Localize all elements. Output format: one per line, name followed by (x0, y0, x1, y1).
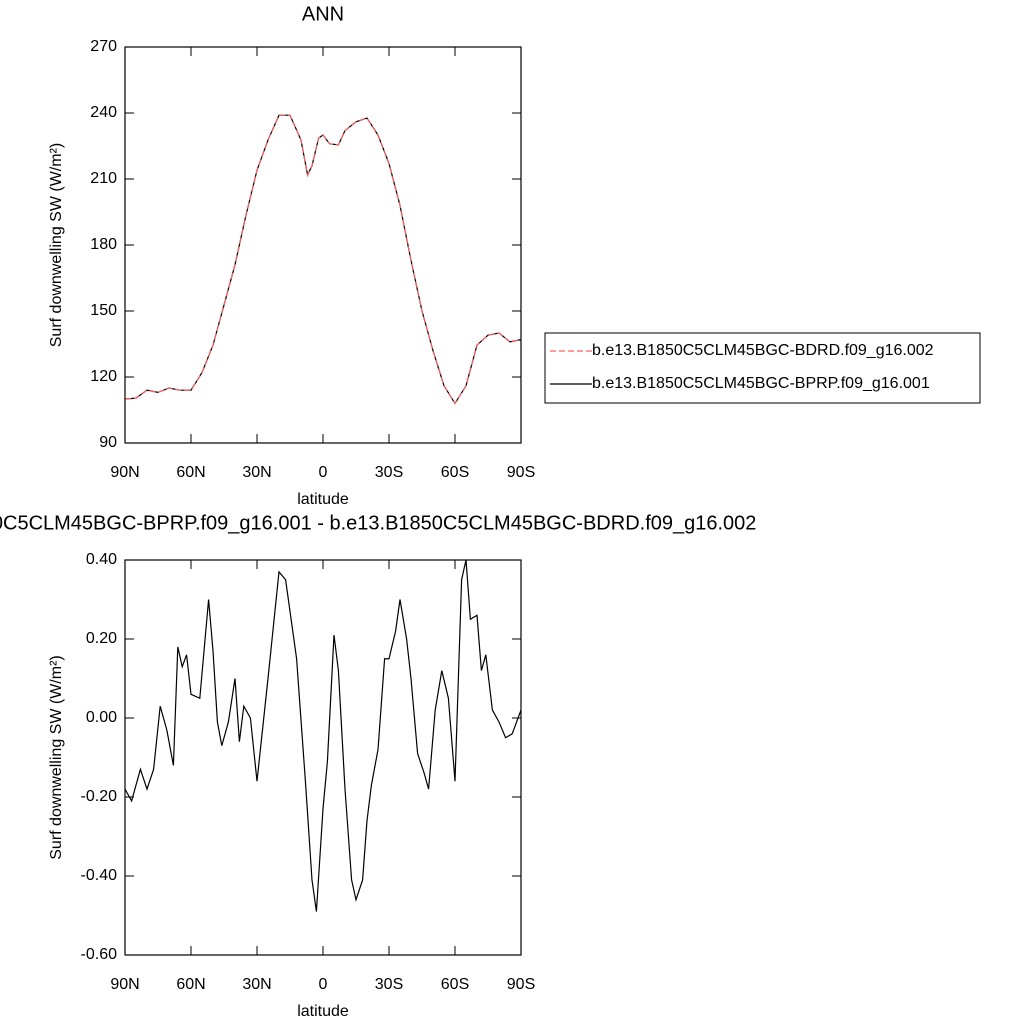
x-tick-label: 90N (110, 464, 139, 481)
x-tick-label: 30N (242, 976, 271, 993)
x-tick-label: 30S (375, 976, 403, 993)
y-axis-label: Surf downwelling SW (W/m²) (48, 655, 65, 859)
y-tick-label: -0.40 (81, 867, 118, 884)
y-tick-label: 270 (90, 38, 117, 55)
x-tick-label: 90S (507, 976, 535, 993)
x-tick-label: 60N (176, 976, 205, 993)
y-tick-label: 150 (90, 302, 117, 319)
y-tick-label: 240 (90, 104, 117, 121)
x-tick-label: 30N (242, 464, 271, 481)
x-tick-label: 60S (441, 464, 469, 481)
series-line (124, 114, 522, 405)
y-axis-label: Surf downwelling SW (W/m²) (48, 143, 65, 347)
x-tick-label: 0 (319, 976, 328, 993)
y-tick-label: 90 (99, 434, 117, 451)
x-tick-label: 30S (375, 464, 403, 481)
legend-label: b.e13.B1850C5CLM45BGC-BPRP.f09_g16.001 (592, 375, 930, 392)
y-tick-label: 0.40 (86, 551, 117, 568)
chart-title: ANN (302, 3, 344, 25)
plot-frame (124, 559, 522, 956)
series-line (124, 114, 522, 405)
x-tick-label: 0 (319, 464, 328, 481)
x-tick-label: 60S (441, 976, 469, 993)
y-tick-label: -0.20 (81, 788, 118, 805)
x-tick-label: 60N (176, 464, 205, 481)
x-axis-label: latitude (297, 491, 349, 508)
series-line (124, 559, 522, 912)
legend-box (544, 332, 981, 404)
y-tick-label: 180 (90, 236, 117, 253)
plot-frame (124, 46, 522, 444)
y-tick-label: 0.20 (86, 630, 117, 647)
legend-label: b.e13.B1850C5CLM45BGC-BDRD.f09_g16.002 (592, 342, 934, 359)
x-tick-label: 90S (507, 464, 535, 481)
y-tick-label: 210 (90, 170, 117, 187)
y-tick-label: -0.60 (81, 946, 118, 963)
chart-title: b.e13.B1850C5CLM45BGC-BPRP.f09_g16.001 -… (0, 512, 756, 534)
y-tick-label: 0.00 (86, 709, 117, 726)
x-tick-label: 90N (110, 976, 139, 993)
x-axis-label: latitude (297, 1003, 349, 1020)
y-tick-label: 120 (90, 368, 117, 385)
